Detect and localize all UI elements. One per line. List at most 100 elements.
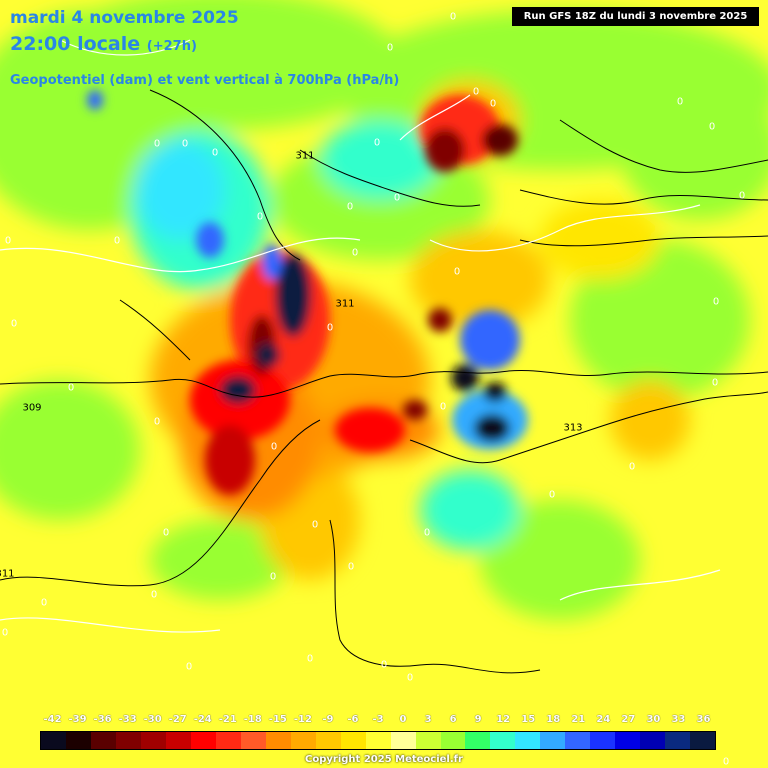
copyright: Copyright 2025 Meteociel.fr xyxy=(305,754,463,765)
variable-title: Geopotentiel (dam) et vent vertical à 70… xyxy=(10,73,400,88)
legend-tick-label: -15 xyxy=(268,714,287,725)
zero-label: 0 xyxy=(393,192,401,204)
legend-swatch xyxy=(690,732,716,749)
zero-label: 0 xyxy=(153,416,161,428)
zero-label: 0 xyxy=(67,382,75,394)
legend-tick-label: 3 xyxy=(424,714,432,725)
legend-swatch xyxy=(440,732,466,749)
zero-label: 0 xyxy=(1,627,9,639)
legend-tick-label: -30 xyxy=(143,714,162,725)
legend-swatch xyxy=(315,732,341,749)
color-scale-legend xyxy=(40,731,716,750)
legend-swatch xyxy=(290,732,316,749)
legend-tick-label: -42 xyxy=(43,714,62,725)
legend-swatch xyxy=(215,732,241,749)
geopotential-label: 309 xyxy=(22,402,42,414)
geopotential-label: 311 xyxy=(295,150,315,162)
geopotential-label: 311 xyxy=(335,298,355,310)
legend-swatch xyxy=(415,732,441,749)
legend-swatch xyxy=(590,732,616,749)
zero-label: 0 xyxy=(211,147,219,159)
zero-label: 0 xyxy=(270,441,278,453)
legend-swatch xyxy=(340,732,366,749)
zero-label: 0 xyxy=(153,138,161,150)
zero-label: 0 xyxy=(326,322,334,334)
legend-tick-label: -39 xyxy=(68,714,87,725)
legend-tick-label: -18 xyxy=(243,714,262,725)
legend-swatch xyxy=(615,732,641,749)
legend-tick-label: 18 xyxy=(546,714,561,725)
legend-swatch xyxy=(240,732,266,749)
geopotential-label: 311 xyxy=(0,568,15,580)
zero-label: 0 xyxy=(256,211,264,223)
legend-tick-label: -9 xyxy=(322,714,334,725)
legend-tick-label: -3 xyxy=(372,714,384,725)
forecast-offset: (+27h) xyxy=(146,39,197,54)
zero-label: 0 xyxy=(380,659,388,671)
legend-tick-label: 27 xyxy=(621,714,636,725)
zero-label: 0 xyxy=(4,235,12,247)
forecast-date: mardi 4 novembre 2025 xyxy=(10,8,239,28)
legend-swatch xyxy=(190,732,216,749)
zero-label: 0 xyxy=(346,201,354,213)
forecast-time-label: 22:00 locale xyxy=(10,33,141,55)
legend-tick-label: 30 xyxy=(646,714,661,725)
legend-tick-label: 6 xyxy=(449,714,457,725)
zero-label: 0 xyxy=(40,597,48,609)
zero-label: 0 xyxy=(351,247,359,259)
legend-swatch xyxy=(390,732,416,749)
legend-tick-label: 9 xyxy=(474,714,482,725)
legend-tick-label: 21 xyxy=(571,714,586,725)
zero-label: 0 xyxy=(406,672,414,684)
legend-swatch xyxy=(140,732,166,749)
legend-tick-label: -12 xyxy=(293,714,312,725)
zero-label: 0 xyxy=(449,11,457,23)
zero-label: 0 xyxy=(472,86,480,98)
zero-label: 0 xyxy=(712,296,720,308)
legend-tick-label: -21 xyxy=(218,714,237,725)
zero-label: 0 xyxy=(708,121,716,133)
zero-label: 0 xyxy=(185,661,193,673)
zero-label: 0 xyxy=(181,138,189,150)
zero-label: 0 xyxy=(711,377,719,389)
zero-label: 0 xyxy=(548,489,556,501)
legend-swatch xyxy=(465,732,491,749)
legend-swatch xyxy=(515,732,541,749)
zero-label: 0 xyxy=(347,561,355,573)
legend-tick-label: -6 xyxy=(347,714,359,725)
legend-tick-label: -27 xyxy=(168,714,187,725)
legend-swatch xyxy=(90,732,116,749)
legend-swatch xyxy=(540,732,566,749)
legend-tick-label: 15 xyxy=(521,714,536,725)
zero-label: 0 xyxy=(10,318,18,330)
run-label: Run GFS 18Z du lundi 3 novembre 2025 xyxy=(512,7,759,26)
zero-label: 0 xyxy=(373,137,381,149)
legend-swatch xyxy=(365,732,391,749)
geopotential-label: 313 xyxy=(563,422,583,434)
legend-tick-label: 24 xyxy=(596,714,611,725)
zero-label: 0 xyxy=(489,98,497,110)
legend-tick-label: -36 xyxy=(93,714,112,725)
forecast-time: 22:00 locale (+27h) xyxy=(10,33,197,55)
zero-label: 0 xyxy=(439,401,447,413)
legend-swatch xyxy=(640,732,666,749)
legend-swatch xyxy=(65,732,91,749)
legend-swatch xyxy=(490,732,516,749)
legend-tick-label: 36 xyxy=(696,714,711,725)
zero-label: 0 xyxy=(738,190,746,202)
zero-label: 0 xyxy=(150,589,158,601)
zero-label: 0 xyxy=(453,266,461,278)
legend-tick-label: 12 xyxy=(496,714,511,725)
legend-tick-label: 33 xyxy=(671,714,686,725)
zero-label: 0 xyxy=(162,527,170,539)
legend-swatch xyxy=(115,732,141,749)
zero-label: 0 xyxy=(676,96,684,108)
zero-label: 0 xyxy=(269,571,277,583)
legend-swatch xyxy=(665,732,691,749)
legend-tick-label: -24 xyxy=(193,714,212,725)
legend-swatch xyxy=(565,732,591,749)
legend-tick-labels: -42 -39 -36 -33 -30 -27 -24 -21 -18 -15 -12 -9 -6 -3 0… xyxy=(40,714,716,728)
legend-swatch xyxy=(165,732,191,749)
